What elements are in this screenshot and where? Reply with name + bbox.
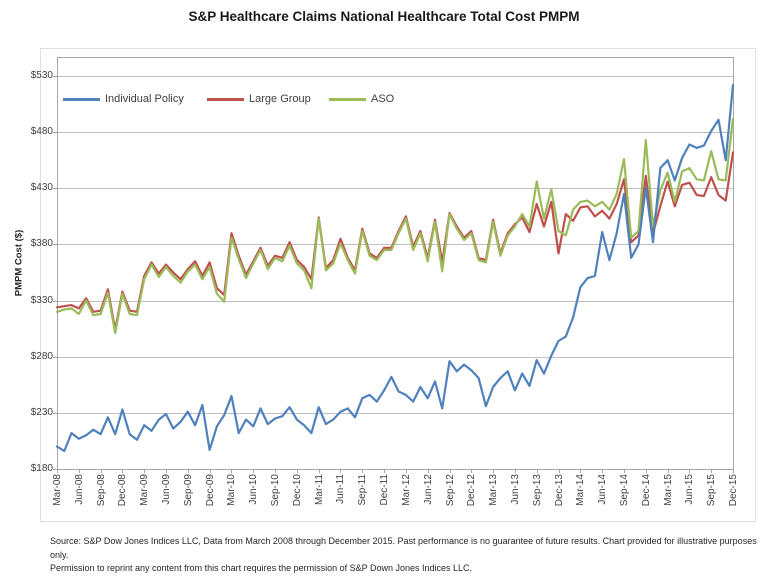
footer-line-2: Permission to reprint any content from t… — [50, 563, 473, 573]
individual-policy-line-swatch — [63, 97, 100, 101]
legend-item-large-group: Large Group — [207, 92, 311, 106]
chart-outer-frame — [40, 48, 756, 522]
x-tick-label: Sep-13 — [531, 474, 543, 507]
y-tick-label: $280 — [30, 351, 53, 362]
x-tick-label: Jun-09 — [160, 474, 172, 505]
y-tick-label: $480 — [30, 126, 53, 137]
x-tick-label: Dec-15 — [727, 474, 739, 507]
x-tick-label: Jun-14 — [596, 474, 608, 505]
x-tick-label: Mar-08 — [51, 474, 63, 506]
chart-legend: Individual Policy Large Group ASO — [0, 92, 768, 106]
x-tick-label: Mar-11 — [313, 474, 325, 505]
source-disclaimer-text: Source: S&P Dow Jones Indices LLC, Data … — [50, 535, 758, 576]
aso-line-swatch — [329, 97, 366, 101]
y-tick-label: $380 — [30, 238, 53, 249]
large-group-line-swatch — [207, 97, 244, 101]
y-tick-label: $330 — [30, 295, 53, 306]
x-tick-label: Jun-12 — [422, 474, 434, 505]
x-tick-label: Jun-15 — [683, 474, 695, 505]
x-tick-label: Mar-10 — [225, 474, 237, 506]
legend-label: Individual Policy — [105, 93, 184, 105]
x-tick-label: Jun-08 — [73, 474, 85, 505]
x-tick-label: Jun-13 — [509, 474, 521, 505]
x-tick-label: Dec-10 — [291, 474, 303, 507]
x-tick-label: Sep-08 — [95, 474, 107, 507]
x-tick-label: Mar-14 — [574, 474, 586, 506]
x-tick-label: Sep-10 — [269, 474, 281, 507]
x-tick-label: Mar-09 — [138, 474, 150, 506]
x-tick-label: Mar-13 — [487, 474, 499, 506]
footer-line-1: Source: S&P Dow Jones Indices LLC, Data … — [50, 536, 757, 560]
x-tick-label: Dec-12 — [465, 474, 477, 507]
x-tick-label: Dec-11 — [378, 474, 390, 506]
x-tick-label: Sep-12 — [444, 474, 456, 507]
legend-label: Large Group — [249, 93, 311, 105]
x-tick-label: Sep-15 — [705, 474, 717, 507]
legend-label: ASO — [371, 93, 395, 105]
y-tick-label: $230 — [30, 407, 53, 418]
x-tick-label: Mar-12 — [400, 474, 412, 506]
chart-title: S&P Healthcare Claims National Healthcar… — [188, 9, 580, 24]
x-tick-label: Dec-08 — [116, 474, 128, 507]
legend-item-aso: ASO — [329, 92, 394, 106]
legend-item-individual-policy: Individual Policy — [63, 92, 184, 106]
x-tick-label: Sep-09 — [182, 474, 194, 507]
x-tick-label: Mar-15 — [662, 474, 674, 506]
x-tick-label: Sep-11 — [356, 474, 368, 506]
x-tick-label: Jun-10 — [247, 474, 259, 505]
x-tick-label: Dec-14 — [640, 474, 652, 507]
y-tick-label: $530 — [30, 70, 53, 81]
x-tick-label: Dec-09 — [204, 474, 216, 507]
x-tick-label: Jun-11 — [334, 474, 346, 504]
y-tick-label: $180 — [30, 463, 53, 474]
x-tick-label: Dec-13 — [553, 474, 565, 507]
x-tick-label: Sep-14 — [618, 474, 630, 507]
y-tick-label: $430 — [30, 182, 53, 193]
